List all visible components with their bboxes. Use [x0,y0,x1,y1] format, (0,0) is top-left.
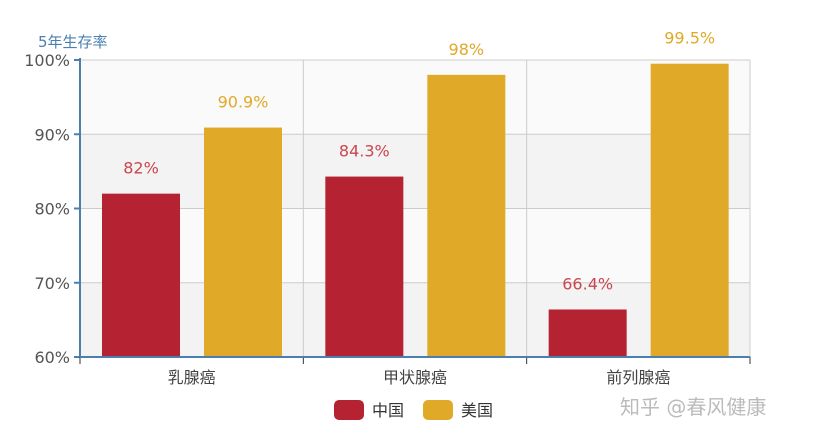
bar-美国-甲状腺癌 [427,74,506,357]
y-tick-label: 80% [34,200,70,219]
bar-美国-前列腺癌 [650,63,729,358]
legend-swatch-美国 [423,400,453,420]
y-axis-title: 5年生存率 [38,33,108,51]
y-tick-label: 60% [34,348,70,367]
data-label: 66.4% [562,274,613,293]
bar-中国-乳腺癌 [102,193,180,357]
split-area [80,134,750,209]
x-tick-label: 甲状腺癌 [383,368,447,387]
y-tick-label: 100% [24,51,70,70]
y-tick-label: 70% [34,274,70,293]
data-label: 99.5% [664,29,715,48]
y-tick-label: 90% [34,125,70,144]
data-label: 98% [449,40,485,59]
data-label: 90.9% [218,93,269,112]
bar-中国-甲状腺癌 [325,176,404,357]
legend-label: 美国 [461,401,493,420]
split-area [80,60,750,135]
legend-label: 中国 [372,401,404,420]
bar-美国-乳腺癌 [204,127,282,357]
data-label: 84.3% [339,142,390,161]
bar-中国-前列腺癌 [548,309,627,357]
legend-swatch-中国 [334,400,364,420]
data-label: 82% [123,159,159,178]
x-tick-label: 乳腺癌 [168,368,216,387]
split-area [80,282,750,357]
split-area [80,208,750,283]
x-tick-label: 前列腺癌 [606,368,670,387]
watermark: 知乎 @春风健康 [620,395,766,419]
